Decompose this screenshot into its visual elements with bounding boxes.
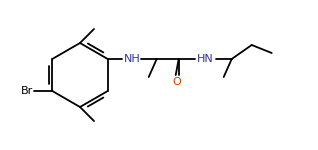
Text: O: O bbox=[173, 77, 182, 87]
Text: HN: HN bbox=[197, 54, 213, 64]
Text: NH: NH bbox=[124, 54, 141, 64]
Text: Br: Br bbox=[21, 86, 33, 96]
